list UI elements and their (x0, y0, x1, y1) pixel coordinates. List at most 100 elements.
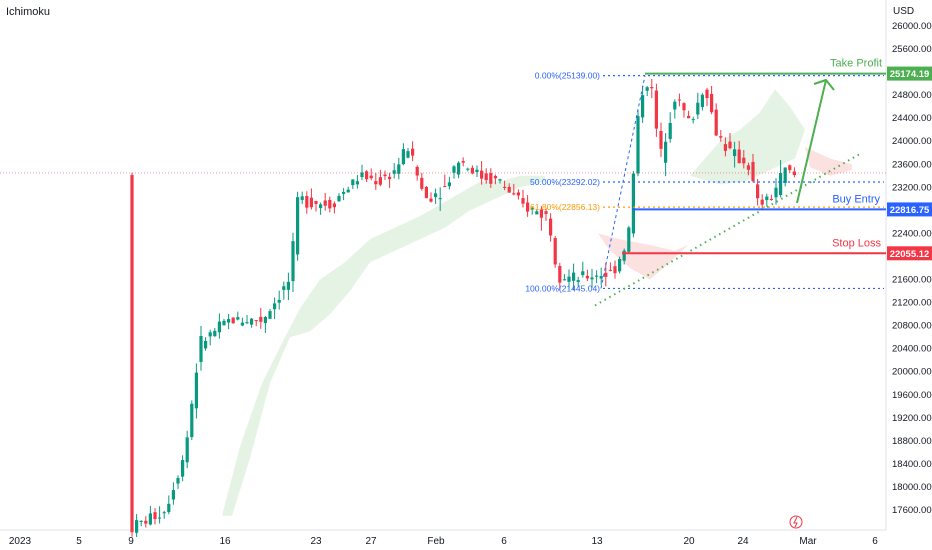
candle-body (185, 437, 189, 463)
candle-body (470, 167, 474, 174)
y-tick-label: 21200.00 (892, 298, 932, 309)
candle-body (383, 174, 387, 177)
candle-body (742, 157, 746, 164)
candle-body (328, 199, 332, 209)
candle-body (300, 196, 304, 200)
candle-body (130, 175, 134, 533)
candle-body (535, 211, 539, 215)
candle-body (286, 281, 290, 290)
candle-body (355, 181, 359, 185)
candle-body (139, 520, 143, 522)
candle-body (332, 203, 336, 208)
y-tick-label: 23600.00 (892, 159, 932, 170)
candle-body (599, 276, 603, 279)
candle-body (673, 101, 677, 110)
candle-body (181, 460, 185, 477)
candle-body (365, 171, 369, 180)
candle-body (608, 269, 612, 271)
candle-body (337, 195, 341, 202)
candle-body (788, 165, 792, 171)
candle-body (728, 141, 732, 149)
candle-body (461, 161, 465, 163)
candle-body (374, 181, 378, 185)
candle-body (392, 170, 396, 174)
candle-body (342, 191, 346, 194)
candle-body (751, 161, 755, 182)
candle-body (457, 162, 461, 175)
candle-body (208, 332, 212, 337)
candle-body (769, 198, 773, 200)
x-tick-label: 6 (501, 536, 507, 547)
candle-body (539, 209, 543, 218)
x-tick-label: 23 (310, 536, 322, 547)
y-tick-label: 20400.00 (892, 344, 932, 355)
candle-body (576, 280, 580, 283)
candle-body (245, 322, 249, 324)
projection-arrow (796, 79, 827, 204)
x-tick-label: 9 (128, 536, 134, 547)
y-tick-label: 21600.00 (892, 275, 932, 286)
candle-body (144, 520, 148, 524)
candle-body (774, 187, 778, 198)
projection-arrowhead (813, 79, 835, 91)
candle-body (585, 275, 589, 279)
candle-body (746, 165, 750, 170)
lightning-icon (789, 515, 803, 529)
x-tick-label: 2023 (9, 536, 32, 547)
candle-body (236, 317, 240, 320)
candle-body (199, 336, 203, 362)
candle-body (723, 144, 727, 151)
candle-body (489, 173, 493, 184)
candle-body (176, 478, 180, 484)
candle-body (305, 196, 309, 208)
candle-body (162, 512, 166, 514)
candle-body (503, 186, 507, 188)
fib-level-label: 100.00%(21445.04) (525, 283, 600, 293)
level-price-badge (887, 246, 932, 261)
candle-body (378, 177, 382, 185)
level-price-badge (887, 66, 932, 81)
y-tick-label: 24800.00 (892, 90, 932, 101)
candle-body (254, 320, 258, 322)
candle-body (296, 197, 300, 255)
candle-body (424, 186, 428, 199)
candle-body (572, 272, 576, 281)
candle-body (650, 87, 654, 89)
level-price-value: 22055.12 (890, 249, 930, 260)
candle-body (507, 186, 511, 193)
y-tick-label: 20800.00 (892, 321, 932, 332)
ichimoku-cloud-bullish-late (690, 89, 805, 185)
lightning-icon-bolt (793, 516, 798, 528)
candle-body (429, 198, 433, 202)
candle-body (765, 196, 769, 201)
y-tick-label: 18400.00 (892, 459, 932, 470)
candle-body (622, 250, 626, 261)
candle-body (158, 517, 162, 519)
indicator-label: Ichimoku (6, 6, 51, 18)
candle-body (217, 321, 221, 333)
y-tick-label: 23200.00 (892, 182, 932, 193)
fib-level-label: 50.00%(23292.02) (530, 177, 600, 187)
candle-body (480, 170, 484, 179)
fib-diagonal (600, 75, 646, 289)
y-tick-label: 24000.00 (892, 136, 932, 147)
candle-body (659, 131, 663, 149)
candle-body (406, 151, 410, 158)
candle-body (401, 149, 405, 165)
y-tick-label: 17600.00 (892, 505, 932, 516)
candle-body (452, 166, 456, 173)
candle-body (687, 115, 691, 119)
candle-body (631, 173, 635, 234)
candle-body (544, 211, 548, 214)
candle-body (783, 167, 787, 183)
candle-body (397, 164, 401, 174)
candle-body (493, 176, 497, 179)
candle-body (319, 204, 323, 209)
y-tick-label: 19200.00 (892, 413, 932, 424)
y-tick-label: 24400.00 (892, 113, 932, 124)
currency-label: USD (893, 6, 915, 17)
candle-body (645, 87, 649, 91)
candle-body (613, 266, 617, 274)
candle-body (466, 168, 470, 170)
